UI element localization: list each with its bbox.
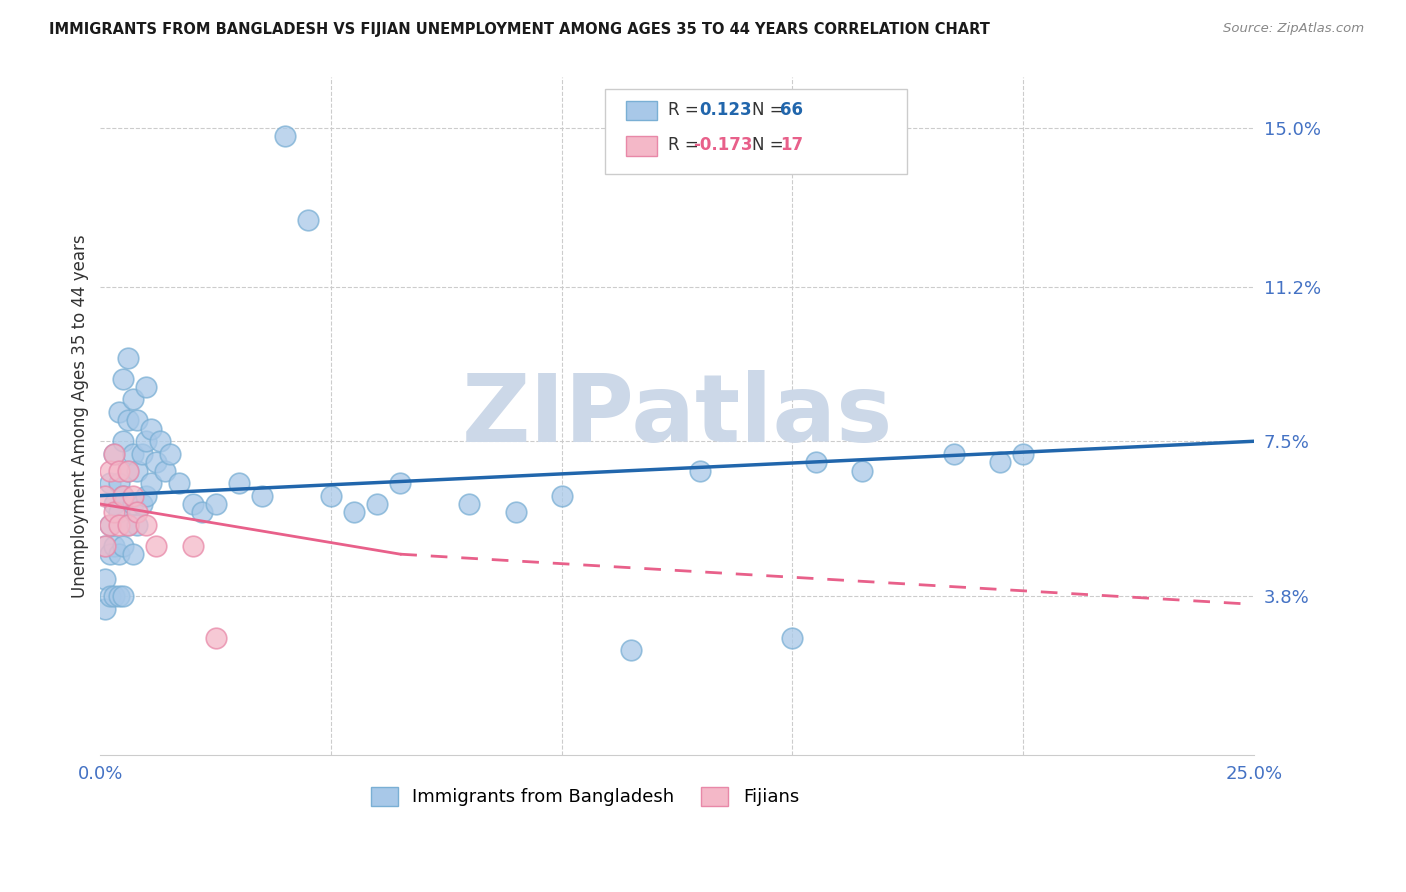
Point — [366, 497, 388, 511]
Point — [117, 351, 139, 365]
Text: N =: N = — [752, 101, 789, 119]
Point — [112, 489, 135, 503]
Point — [135, 380, 157, 394]
Point — [108, 547, 131, 561]
Point — [458, 497, 481, 511]
Point — [135, 517, 157, 532]
Point — [98, 464, 121, 478]
Text: 0.123: 0.123 — [699, 101, 751, 119]
Point — [94, 572, 117, 586]
Point — [804, 455, 827, 469]
Point — [250, 489, 273, 503]
Point — [191, 505, 214, 519]
Point — [131, 497, 153, 511]
Point — [181, 539, 204, 553]
Point — [127, 464, 149, 478]
Text: N =: N = — [752, 136, 789, 154]
Point — [98, 517, 121, 532]
Point — [98, 589, 121, 603]
Point — [103, 497, 125, 511]
Point — [121, 447, 143, 461]
Point — [121, 392, 143, 407]
Point — [228, 476, 250, 491]
Point — [139, 476, 162, 491]
Point — [145, 455, 167, 469]
Point — [117, 413, 139, 427]
Point — [112, 539, 135, 553]
Point — [112, 434, 135, 449]
Point — [112, 371, 135, 385]
Point — [108, 589, 131, 603]
Legend: Immigrants from Bangladesh, Fijians: Immigrants from Bangladesh, Fijians — [363, 780, 806, 814]
Point — [108, 505, 131, 519]
Point — [108, 405, 131, 419]
Point — [94, 539, 117, 553]
Point — [135, 489, 157, 503]
Point — [94, 601, 117, 615]
Point — [988, 455, 1011, 469]
Point — [620, 643, 643, 657]
Text: R =: R = — [668, 101, 709, 119]
Point — [139, 422, 162, 436]
Point — [108, 476, 131, 491]
Point — [319, 489, 342, 503]
Point — [108, 464, 131, 478]
Point — [117, 464, 139, 478]
Y-axis label: Unemployment Among Ages 35 to 44 years: Unemployment Among Ages 35 to 44 years — [72, 235, 89, 598]
Point — [505, 505, 527, 519]
Point — [112, 589, 135, 603]
Point — [108, 517, 131, 532]
Point — [389, 476, 412, 491]
Point — [94, 489, 117, 503]
Point — [98, 547, 121, 561]
Point — [112, 489, 135, 503]
Point — [551, 489, 574, 503]
Text: -0.173: -0.173 — [693, 136, 752, 154]
Text: 17: 17 — [780, 136, 803, 154]
Point — [98, 517, 121, 532]
Text: IMMIGRANTS FROM BANGLADESH VS FIJIAN UNEMPLOYMENT AMONG AGES 35 TO 44 YEARS CORR: IMMIGRANTS FROM BANGLADESH VS FIJIAN UNE… — [49, 22, 990, 37]
Point — [98, 476, 121, 491]
Text: ZIPatlas: ZIPatlas — [461, 370, 893, 462]
Point — [103, 539, 125, 553]
Point — [851, 464, 873, 478]
Point — [1012, 447, 1035, 461]
Point — [167, 476, 190, 491]
Point — [127, 517, 149, 532]
Point — [135, 434, 157, 449]
Point — [94, 539, 117, 553]
Point — [117, 517, 139, 532]
Point — [181, 497, 204, 511]
Point — [103, 589, 125, 603]
Point — [127, 505, 149, 519]
Point — [204, 497, 226, 511]
Point — [121, 497, 143, 511]
Point — [117, 464, 139, 478]
Text: R =: R = — [668, 136, 704, 154]
Point — [343, 505, 366, 519]
Point — [782, 631, 804, 645]
Point — [127, 413, 149, 427]
Text: 66: 66 — [780, 101, 803, 119]
Text: Source: ZipAtlas.com: Source: ZipAtlas.com — [1223, 22, 1364, 36]
Point — [131, 447, 153, 461]
Point — [121, 547, 143, 561]
Point — [942, 447, 965, 461]
Point — [103, 447, 125, 461]
Point — [153, 464, 176, 478]
Point — [159, 447, 181, 461]
Point — [689, 464, 711, 478]
Point — [204, 631, 226, 645]
Point — [297, 212, 319, 227]
Point — [274, 128, 297, 143]
Point — [121, 489, 143, 503]
Point — [117, 517, 139, 532]
Point — [103, 447, 125, 461]
Point — [145, 539, 167, 553]
Point — [149, 434, 172, 449]
Point — [103, 505, 125, 519]
